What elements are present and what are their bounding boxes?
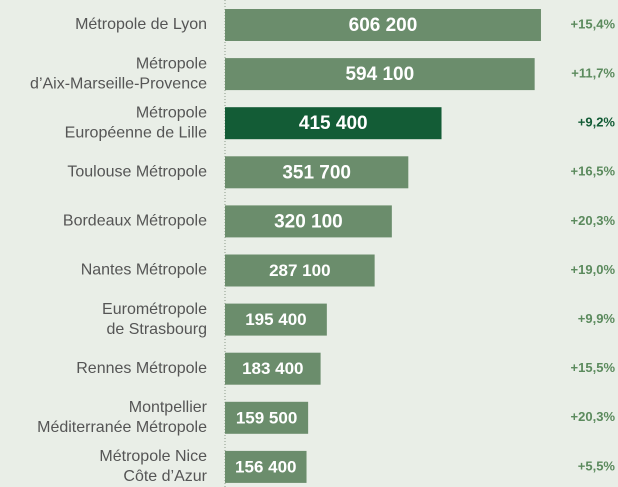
value-label: 195 400 — [245, 310, 306, 329]
value-label: 287 100 — [269, 261, 330, 280]
bar — [225, 401, 309, 434]
change-label: +5,5% — [578, 458, 616, 473]
change-label: +9,9% — [578, 311, 616, 326]
change-label: +20,3% — [571, 409, 616, 424]
bar — [225, 156, 409, 189]
category-label: Montpellier — [129, 399, 208, 416]
bar — [225, 58, 535, 91]
change-label: +20,3% — [571, 213, 616, 228]
change-label: +19,0% — [571, 262, 616, 277]
category-label: Eurométropole — [102, 301, 207, 318]
bar — [225, 352, 321, 385]
category-label: Métropole — [136, 104, 207, 121]
category-label: Nantes Métropole — [81, 262, 207, 279]
category-label: de Strasbourg — [106, 321, 207, 338]
bar — [225, 303, 327, 336]
category-label: Européenne de Lille — [65, 124, 207, 141]
bar — [225, 9, 541, 41]
value-label: 159 500 — [236, 408, 297, 427]
change-label: +15,4% — [571, 16, 616, 31]
value-label: 320 100 — [274, 211, 343, 232]
change-label: +9,2% — [578, 115, 616, 130]
change-label: +15,5% — [571, 360, 616, 375]
value-label: 156 400 — [235, 457, 296, 476]
bar — [225, 450, 307, 483]
category-label: Métropole — [136, 55, 207, 72]
bar — [225, 205, 392, 238]
category-label: Méditerranée Métropole — [37, 419, 207, 436]
change-label: +16,5% — [571, 164, 616, 179]
bar — [225, 107, 442, 140]
value-label: 351 700 — [282, 162, 351, 183]
value-label: 183 400 — [242, 359, 303, 378]
category-label: Bordeaux Métropole — [63, 213, 207, 230]
value-label: 594 100 — [345, 64, 414, 85]
change-label: +11,7% — [571, 66, 615, 81]
category-label: Rennes Métropole — [76, 360, 207, 377]
value-label: 415 400 — [299, 113, 368, 134]
category-label: Côte d’Azur — [123, 468, 207, 485]
category-label: d’Aix-Marseille-Provence — [30, 75, 207, 92]
bar — [225, 254, 375, 287]
category-label: Toulouse Métropole — [67, 164, 207, 181]
value-label: 606 200 — [349, 15, 418, 36]
category-label: Métropole de Lyon — [75, 16, 207, 33]
category-label: Métropole Nice — [99, 448, 207, 465]
